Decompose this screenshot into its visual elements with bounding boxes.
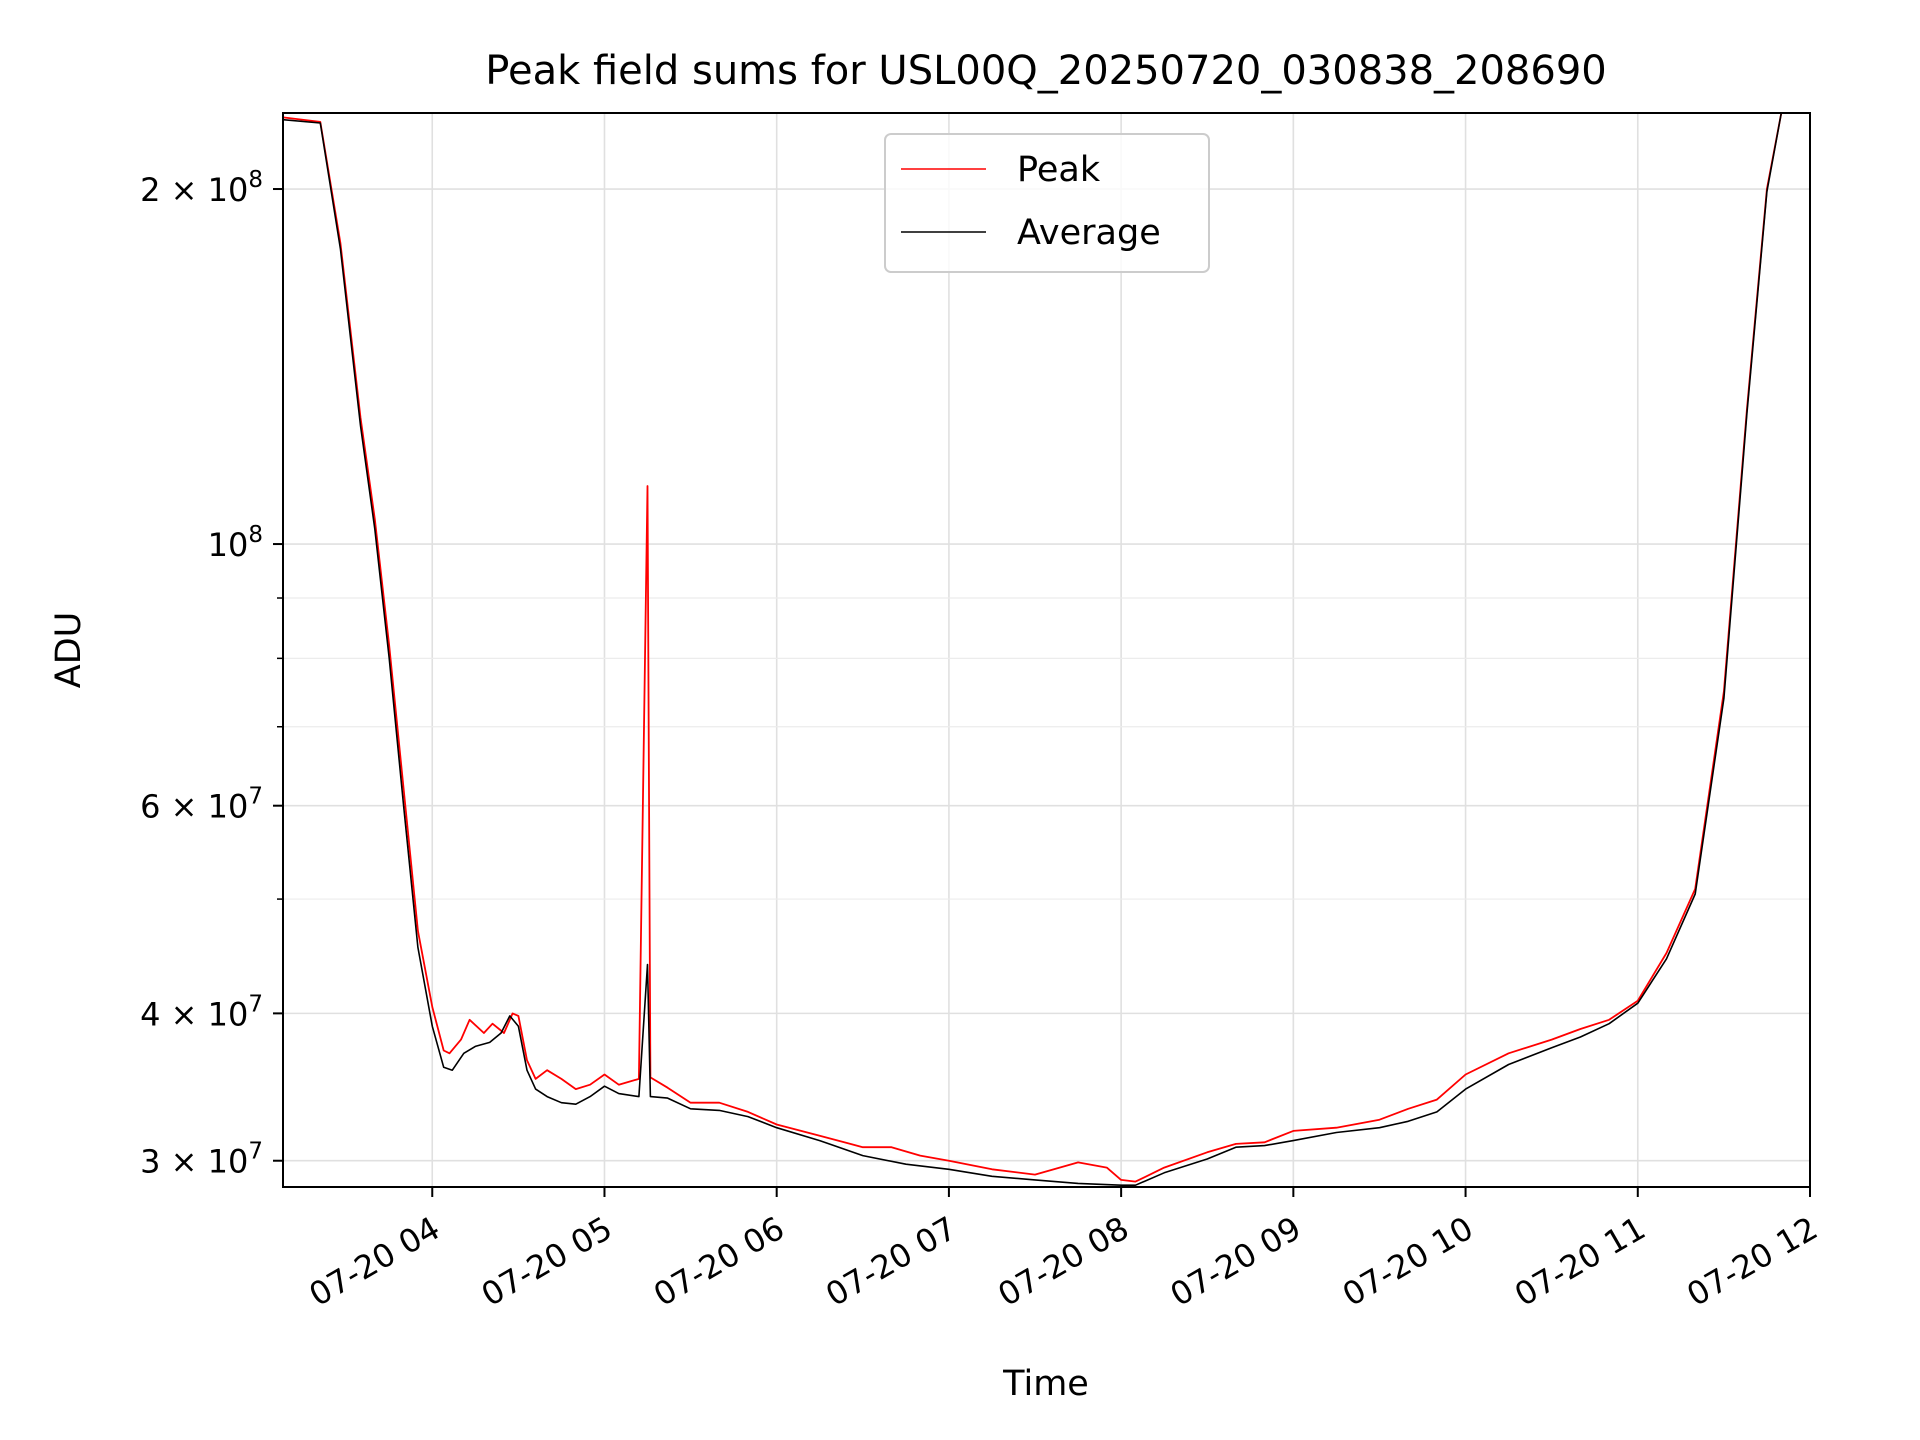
chart-title: Peak field sums for USL00Q_20250720_0308… <box>485 48 1606 94</box>
axes-frame <box>282 112 1811 1188</box>
x-axis: 07-20 04 07-20 05 07-20 06 07-20 07 07-20 08… <box>303 1187 1824 1314</box>
legend: Peak Average <box>884 133 1210 273</box>
y-tick-label: 3 × 107 <box>140 1139 263 1181</box>
x-tick-label: 07-20 11 <box>1508 1209 1652 1314</box>
y-tick-label: 6 × 107 <box>140 784 263 826</box>
legend-peak-label: Peak <box>1017 150 1101 190</box>
legend-average-label: Average <box>1017 213 1161 253</box>
x-tick-label: 07-20 10 <box>1336 1209 1480 1314</box>
x-tick-label: 07-20 07 <box>819 1209 963 1314</box>
y-tick-label: 4 × 107 <box>140 991 263 1033</box>
y-axis-label: ADU <box>49 612 89 689</box>
x-tick-label: 07-20 06 <box>647 1209 791 1314</box>
x-axis-label: Time <box>1002 1364 1089 1404</box>
y-tick-label: 108 <box>208 522 263 564</box>
x-tick-label: 07-20 12 <box>1680 1209 1824 1314</box>
y-axis: 3 × 107 4 × 107 6 × 107 108 2 × 108 <box>140 167 283 1181</box>
grid-lines <box>283 113 1810 1187</box>
x-tick-label: 07-20 08 <box>992 1209 1136 1314</box>
series-line-average <box>283 113 1783 1186</box>
x-tick-label: 07-20 09 <box>1164 1209 1308 1314</box>
plot-area <box>283 113 1783 1186</box>
x-tick-label: 07-20 05 <box>475 1209 619 1314</box>
x-tick-label: 07-20 04 <box>303 1209 447 1314</box>
y-tick-label: 2 × 108 <box>140 167 263 209</box>
series-line-peak <box>283 113 1783 1183</box>
